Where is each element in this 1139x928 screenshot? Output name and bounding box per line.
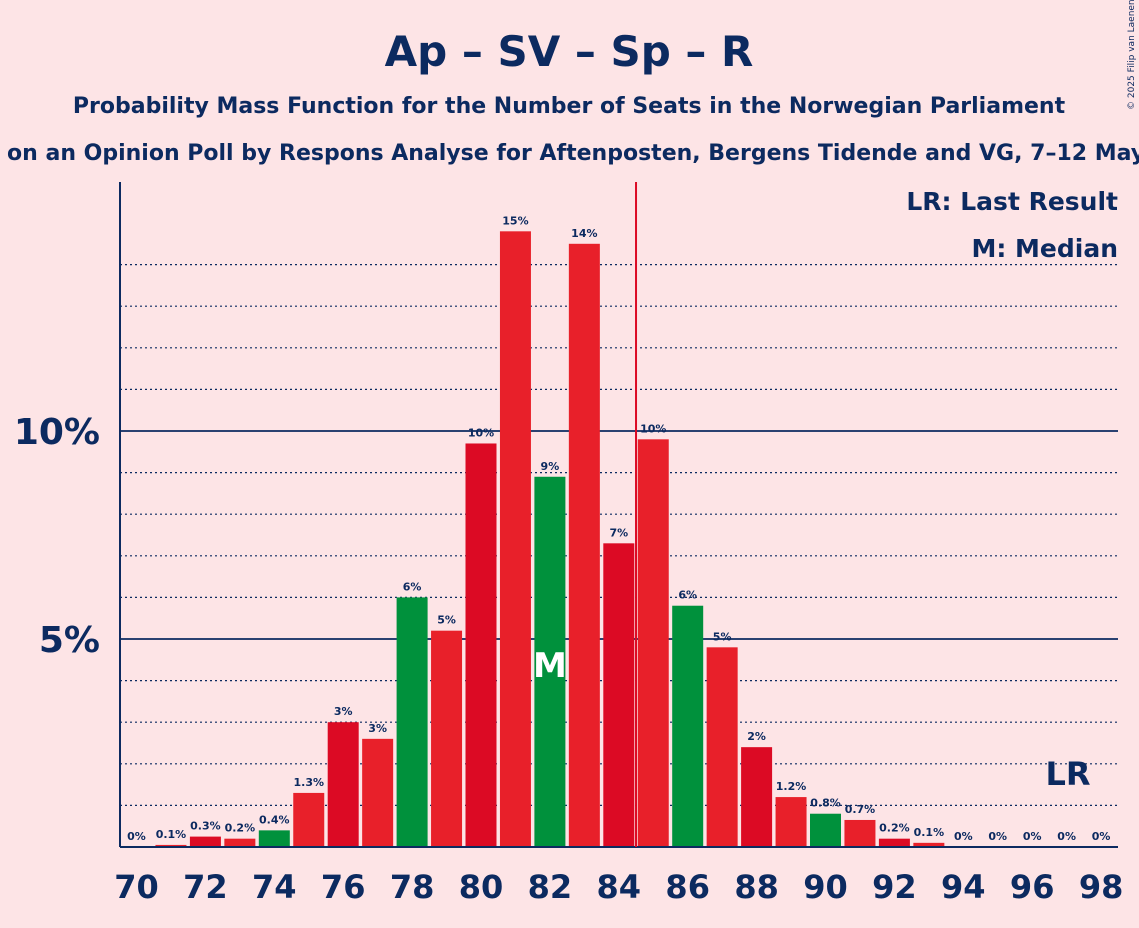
bar-label-95: 0%: [988, 830, 1007, 843]
bar-seat-90: [810, 813, 841, 847]
bar-seat-76: [327, 722, 359, 847]
legend-last-result: LR: Last Result: [906, 187, 1118, 216]
x-tick-label: 72: [183, 868, 228, 906]
chart-subtitle: Probability Mass Function for the Number…: [73, 94, 1066, 119]
bar-label-86: 6%: [678, 589, 697, 602]
bar-label-90: 0.8%: [810, 797, 841, 810]
bar-seat-75: [293, 792, 325, 847]
x-tick-label: 82: [528, 868, 573, 906]
bar-seat-74: [258, 830, 290, 847]
bar-label-84: 7%: [609, 526, 628, 539]
bar-label-94: 0%: [954, 830, 973, 843]
bar-seat-85: [637, 439, 669, 847]
chart-subtitle-2: Based on an Opinion Poll by Respons Anal…: [0, 141, 1139, 166]
bar-seat-91: [844, 819, 876, 847]
bar-seat-80: [465, 443, 497, 847]
bar-label-81: 15%: [502, 214, 528, 227]
bar-seat-78: [396, 597, 428, 847]
bar-label-88: 2%: [747, 730, 766, 743]
bar-seat-89: [775, 797, 807, 847]
x-tick-label: 98: [1079, 868, 1124, 906]
x-tick-label: 78: [390, 868, 435, 906]
median-marker: M: [533, 646, 567, 686]
x-tick-label: 80: [459, 868, 504, 906]
x-tick-label: 84: [597, 868, 642, 906]
axes: 5% 10% 70 72 74 76 78 80 82 84 86 88 90 92 94 96 98: [14, 182, 1124, 906]
x-tick-label: 76: [321, 868, 366, 906]
x-tick-label: 70: [114, 868, 159, 906]
x-tick-label: 74: [252, 868, 297, 906]
bar-label-87: 5%: [713, 630, 732, 643]
x-tick-label: 96: [1010, 868, 1055, 906]
bar-seat-77: [362, 738, 394, 847]
bar-label-82: 9%: [541, 460, 560, 473]
bar-label-78: 6%: [403, 580, 422, 593]
bar-seat-72: [189, 836, 221, 847]
bar-labels: 0% 0.1%0.3% 0.2%0.4%1.3%3%3%6%5%10%15%9%14…: [127, 214, 1110, 843]
y-tick-label: 10%: [14, 412, 100, 453]
bar-seat-88: [741, 747, 773, 847]
markers: M LR: [533, 182, 1091, 847]
bar-seat-71: [155, 844, 187, 847]
bar-label-73: 0.2%: [225, 822, 256, 835]
bar-label-75: 1.3%: [293, 776, 324, 789]
bar-label-80: 10%: [468, 426, 494, 439]
bar-seat-86: [672, 605, 704, 847]
bar-label-70: 0%: [127, 830, 146, 843]
bar-label-89: 1.2%: [776, 780, 807, 793]
bar-label-77: 3%: [368, 722, 387, 735]
bar-label-74: 0.4%: [259, 813, 290, 826]
bar-seat-81: [499, 231, 531, 847]
legend-median: M: Median: [971, 234, 1118, 263]
bar-label-83: 14%: [571, 227, 597, 240]
x-tick-label: 90: [803, 868, 848, 906]
chart-title: Ap – SV – Sp – R: [385, 27, 754, 76]
bar-seat-82: [534, 476, 566, 847]
bar-label-93: 0.1%: [914, 826, 945, 839]
x-tick-label: 88: [734, 868, 779, 906]
copyright-text: © 2025 Filip van Laenen: [1127, 0, 1137, 110]
bar-seat-93: [913, 842, 945, 847]
x-tick-label: 94: [941, 868, 986, 906]
bar-seat-79: [431, 630, 463, 847]
x-tick-label: 92: [872, 868, 917, 906]
bar-label-97: 0%: [1057, 830, 1076, 843]
bars: [155, 231, 945, 848]
bar-label-98: 0%: [1092, 830, 1111, 843]
bar-seat-83: [568, 243, 600, 848]
bar-label-71: 0.1%: [156, 828, 187, 841]
bar-label-72: 0.3%: [190, 820, 221, 833]
bar-label-92: 0.2%: [879, 822, 910, 835]
y-tick-label: 5%: [39, 620, 100, 661]
x-tick-label: 86: [665, 868, 710, 906]
bar-seat-92: [878, 838, 910, 847]
bar-label-79: 5%: [437, 614, 456, 627]
bar-seat-73: [224, 838, 256, 847]
bar-seat-87: [706, 647, 738, 847]
last-result-marker: LR: [1045, 755, 1090, 793]
bar-label-91: 0.7%: [845, 803, 876, 816]
bar-label-96: 0%: [1023, 830, 1042, 843]
bar-label-76: 3%: [334, 705, 353, 718]
bar-label-85: 10%: [640, 422, 666, 435]
bar-seat-84: [603, 543, 635, 847]
